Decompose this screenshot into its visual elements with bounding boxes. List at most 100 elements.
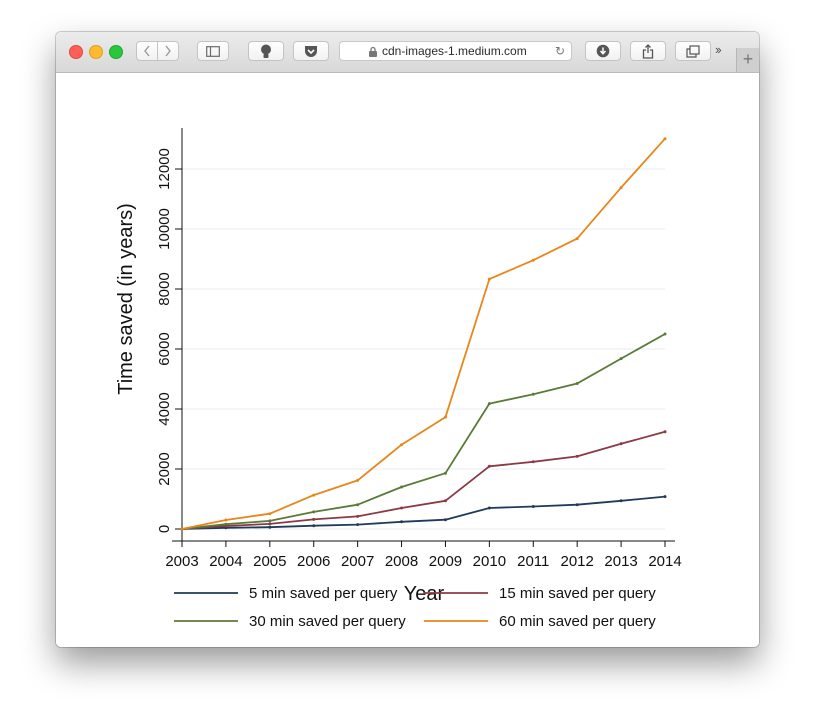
data-point [443, 415, 447, 419]
series-line-3 [181, 333, 666, 530]
data-point [663, 137, 667, 141]
minimize-window-button[interactable] [89, 45, 103, 59]
x-tick-label: 2010 [473, 553, 506, 570]
data-point [268, 522, 272, 526]
sidebar-icon [206, 45, 220, 57]
data-point [531, 392, 535, 396]
x-tick-label: 2013 [604, 553, 637, 570]
data-point [268, 512, 272, 516]
series-line-1 [181, 495, 666, 530]
data-point [487, 402, 491, 406]
x-tick-label: 2012 [560, 553, 593, 570]
data-point [356, 503, 360, 507]
data-point [575, 503, 579, 507]
x-tick-label: 2014 [648, 553, 681, 570]
x-tick-label: 2005 [253, 553, 286, 570]
legend-label: 30 min saved per query [249, 613, 406, 630]
legend-item: 15 min saved per query [424, 585, 656, 602]
address-bar[interactable]: cdn-images-1.medium.com ↻ [339, 41, 572, 61]
x-axis-ticks: 2003 2004 2005 2006 2007 2008 2009 2010 2011 2012… [165, 541, 682, 570]
data-point [356, 478, 360, 482]
data-point [487, 277, 491, 281]
data-point [531, 505, 535, 508]
data-point [356, 514, 360, 518]
data-point [619, 186, 623, 190]
double-chevron-right-icon[interactable]: ›› [715, 42, 722, 57]
legend-item: 5 min saved per query [174, 585, 398, 602]
y-tick-label: 10000 [156, 208, 173, 250]
data-point [356, 523, 360, 527]
y-tick-label: 12000 [156, 148, 173, 190]
y-tick-label: 2000 [156, 452, 173, 485]
legend-label: 60 min saved per query [499, 613, 656, 630]
x-tick-label: 2006 [297, 553, 330, 570]
data-point [663, 495, 667, 499]
data-point [400, 485, 404, 489]
data-point [619, 499, 623, 503]
y-tick-label: 0 [156, 525, 173, 533]
x-tick-label: 2004 [209, 553, 242, 570]
data-point [224, 522, 228, 526]
data-point [400, 506, 404, 510]
line-chart: 0 2000 4000 6000 8000 10000 12000 2003 2004 2005… [115, 128, 682, 630]
data-point [663, 430, 667, 434]
y-axis-ticks: 0 2000 4000 6000 8000 10000 12000 [156, 148, 182, 533]
data-point [487, 464, 491, 468]
back-button[interactable] [136, 41, 158, 61]
sidebar-button[interactable] [197, 41, 229, 61]
data-point [575, 454, 579, 458]
data-point [268, 525, 272, 529]
pocket-button[interactable] [293, 41, 329, 61]
download-icon [596, 44, 610, 58]
y-tick-label: 6000 [156, 332, 173, 365]
x-tick-label: 2008 [385, 553, 418, 570]
forward-button[interactable] [157, 41, 179, 61]
series-line-4 [181, 138, 666, 530]
lock-icon [369, 46, 377, 57]
legend-label: 15 min saved per query [499, 585, 656, 602]
x-tick-label: 2011 [517, 553, 549, 570]
data-point [663, 332, 667, 336]
legend-item: 30 min saved per query [174, 613, 406, 630]
gridlines [182, 168, 665, 530]
legend-item: 60 min saved per query [424, 613, 656, 630]
series-lines [180, 137, 667, 531]
data-point [180, 527, 184, 531]
legend: 5 min saved per query 15 min saved per qu… [174, 585, 656, 630]
data-point [531, 258, 535, 262]
data-point [400, 443, 404, 447]
data-point [443, 499, 447, 503]
data-point [312, 493, 316, 497]
share-button[interactable] [630, 41, 666, 61]
series-line-2 [181, 430, 666, 530]
reload-icon[interactable]: ↻ [554, 44, 565, 58]
browser-window: cdn-images-1.medium.com ↻ ›› + 0 2000 4000… [56, 32, 759, 647]
page-content: 0 2000 4000 6000 8000 10000 12000 2003 2004 2005… [56, 73, 759, 647]
zoom-window-button[interactable] [109, 45, 123, 59]
data-point [312, 524, 316, 528]
extension-button[interactable] [248, 41, 284, 61]
data-point [443, 471, 447, 475]
data-point [531, 460, 535, 464]
tabs-overview-button[interactable] [675, 41, 711, 61]
url-text: cdn-images-1.medium.com [382, 44, 527, 58]
plus-icon[interactable]: + [736, 48, 759, 72]
data-point [575, 237, 579, 241]
downloads-button[interactable] [585, 41, 621, 61]
chevron-left-icon [144, 45, 150, 57]
legend-label: 5 min saved per query [249, 585, 398, 602]
data-point [575, 382, 579, 385]
data-point [268, 519, 272, 523]
data-point [312, 517, 316, 521]
y-axis-label: Time saved (in years) [115, 203, 137, 395]
browser-toolbar: cdn-images-1.medium.com ↻ ›› + [56, 32, 759, 73]
data-point [224, 518, 228, 522]
close-window-button[interactable] [69, 45, 83, 59]
tabs-icon [686, 44, 700, 58]
lightbulb-icon [261, 44, 271, 58]
x-tick-label: 2003 [165, 553, 198, 570]
data-point [443, 518, 447, 522]
pocket-icon [305, 45, 317, 57]
x-tick-label: 2009 [429, 553, 462, 570]
y-tick-label: 4000 [156, 392, 173, 425]
